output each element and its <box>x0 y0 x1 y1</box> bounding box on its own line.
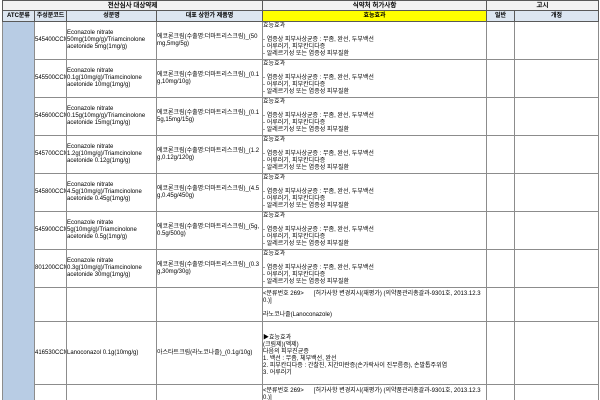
cell-general <box>486 173 516 212</box>
cell-ingredient: Econazole nitrate 0.15g(10mg/g)/Triamcin… <box>66 97 157 136</box>
table-row: 545400CCM Econazole nitrate 50mg(10mg/g)… <box>2 21 600 400</box>
cell-product: 에코론크림(수출명:더마트리스크림)_(4.5g,0.45g/450g) <box>155 173 264 212</box>
cell-efficacy: 효능효과 - 염증상 피부사상균증 : 무좀, 완선, 두부백선 - 어루러기,… <box>262 135 488 174</box>
cell-ingredient: Econazole nitrate 4.5g(10mg/g)/Triamcino… <box>66 173 157 212</box>
col-header-product: 대표 상한가 제품명 <box>155 10 264 22</box>
table-row: 416530CCM Lanoconazol 0.1g(10mg/g) 아스타트크… <box>3 321 600 385</box>
cell-revision <box>514 384 600 400</box>
table-row: 545900CCM Econazole nitrate 5g(10mg/g)/T… <box>3 211 600 250</box>
col-header-general: 일반 <box>486 10 516 22</box>
cell-revision <box>514 321 600 385</box>
cell-product <box>155 384 264 400</box>
cell-efficacy: 효능효과 - 염증상 피부사상균증 : 무좀, 완선, 두부백선 - 어루러기,… <box>262 59 488 98</box>
col-header-code: 주성분코드 <box>34 10 67 22</box>
cell-ingredient: Econazole nitrate 0.3g(10mg/g)/Triamcino… <box>66 249 157 288</box>
cell-general <box>486 249 516 288</box>
atc-class-merged-cell <box>2 21 35 400</box>
header-review-target: 전산심사 대상약제 <box>1 0 264 11</box>
cell-code: 545400CCM <box>34 21 67 60</box>
cell-ingredient: Econazole nitrate 1.2g(10mg/g)/Triamcino… <box>66 135 157 174</box>
cell-revision <box>514 211 600 250</box>
cell-product: 에코론크림(수출명:더마트리스크림)_(50mg,5mg/5g) <box>155 21 264 60</box>
cell-efficacy: ▶효능효과 (크림제)(액제) 다음의 피부진균증 1. 백선 : 무좀, 체부… <box>262 321 488 385</box>
cell-ingredient: Econazole nitrate 50mg(10mg/g)/Triamcino… <box>66 21 157 60</box>
notice-separator-row: <분류번호 269> [허가사항 변경지시(재평가) (의약품관리총괄과-930… <box>3 287 600 322</box>
cell-code: 416530CCM <box>34 321 67 385</box>
cell-notice-text: <분류번호 269> [허가사항 변경지시(재평가) (의약품관리총괄과-930… <box>262 384 488 400</box>
table-row: 545800CCM Econazole nitrate 4.5g(10mg/g)… <box>3 173 600 212</box>
cell-product: 에코론크림(수출명:더마트리스크림)_(0.3g,30mg/30g) <box>155 249 264 288</box>
cell-efficacy: 효능효과 - 염증상 피부사상균증 : 무좀, 완선, 두부백선 - 어루러기,… <box>262 97 488 136</box>
cell-code: 545500CCM <box>34 59 67 98</box>
cell-efficacy: 효능효과 - 염증상 피부사상균증 : 무좀, 완선, 두부백선 - 어루러기,… <box>262 249 488 288</box>
col-header-efficacy: 효능효과 <box>262 10 488 22</box>
col-header-atc: ATC분류 <box>2 10 35 22</box>
cell-notice-text: <분류번호 269> [허가사항 변경지시(재평가) (의약품관리총괄과-930… <box>262 287 488 322</box>
cell-general <box>486 59 516 98</box>
cell-ingredient: Econazole nitrate 0.1g(10mg/g)/Triamcino… <box>66 59 157 98</box>
cell-revision <box>514 135 600 174</box>
col-header-ingredient: 성분명 <box>66 10 157 22</box>
cell-code: 545700CCM <box>34 135 67 174</box>
cell-ingredient: Econazole nitrate 5g(10mg/g)/Triamcinolo… <box>66 211 157 250</box>
cell-general <box>486 287 516 322</box>
cell-revision <box>514 59 600 98</box>
cell-revision <box>514 97 600 136</box>
cell-revision <box>514 287 600 322</box>
top-header-row: 전산심사 대상약제 식약처 허가사항 고시 <box>1 0 600 11</box>
header-notice: 고시 <box>486 0 600 11</box>
notice-separator-row: <분류번호 269> [허가사항 변경지시(재평가) (의약품관리총괄과-930… <box>3 384 600 400</box>
cell-general <box>486 211 516 250</box>
cell-product: 아스타트크림(라노코나졸)_(0.1g/10g) <box>155 321 264 385</box>
cell-code: 545800CCM <box>34 173 67 212</box>
cell-ingredient <box>66 287 157 322</box>
cell-revision <box>514 21 600 60</box>
cell-product: 에코론크림(수출명:더마트리스크림)_(1.2g,0.12g/120g) <box>155 135 264 174</box>
header-mfds-approval: 식약처 허가사항 <box>262 0 488 11</box>
cell-revision <box>514 249 600 288</box>
cell-code: 545900CCM <box>34 211 67 250</box>
cell-code: 545600CCM <box>34 97 67 136</box>
cell-general <box>486 97 516 136</box>
table-row: 545600CCM Econazole nitrate 0.15g(10mg/g… <box>3 97 600 136</box>
cell-product: 에코론크림(수출명:더마트리스크림)_(0.1g,10mg/10g) <box>155 59 264 98</box>
cell-general <box>486 321 516 385</box>
cell-code <box>34 287 67 322</box>
table-row: 545500CCM Econazole nitrate 0.1g(10mg/g)… <box>3 59 600 98</box>
table-row: 801200CCM Econazole nitrate 0.3g(10mg/g)… <box>3 249 600 288</box>
col-header-revision: 개정 <box>514 10 600 22</box>
cell-efficacy: 효능효과 - 염증상 피부사상균증 : 무좀, 완선, 두부백선 - 어루러기,… <box>262 173 488 212</box>
cell-code <box>34 384 67 400</box>
cell-ingredient: Lanoconazol 0.1g(10mg/g) <box>66 321 157 385</box>
cell-ingredient <box>66 384 157 400</box>
cell-general <box>486 384 516 400</box>
cell-code: 801200CCM <box>34 249 67 288</box>
column-header-row: ATC분류 주성분코드 성분명 대표 상한가 제품명 효능효과 일반 개정 <box>2 10 600 22</box>
cell-product <box>155 287 264 322</box>
cell-product: 에코론크림(수출명:더마트리스크림)_(0.15g,15mg/15g) <box>155 97 264 136</box>
cell-efficacy: 효능효과 - 염증상 피부사상균증 : 무좀, 완선, 두부백선 - 어루러기,… <box>262 21 488 60</box>
cell-general <box>486 135 516 174</box>
cell-revision <box>514 173 600 212</box>
cell-product: 에코론크림(수출명:더마트리스크림)_(5g,0.5g/500g) <box>155 211 264 250</box>
table-row: 545700CCM Econazole nitrate 1.2g(10mg/g)… <box>3 135 600 174</box>
cell-general <box>486 21 516 60</box>
cell-efficacy: 효능효과 - 염증상 피부사상균증 : 무좀, 완선, 두부백선 - 어루러기,… <box>262 211 488 250</box>
